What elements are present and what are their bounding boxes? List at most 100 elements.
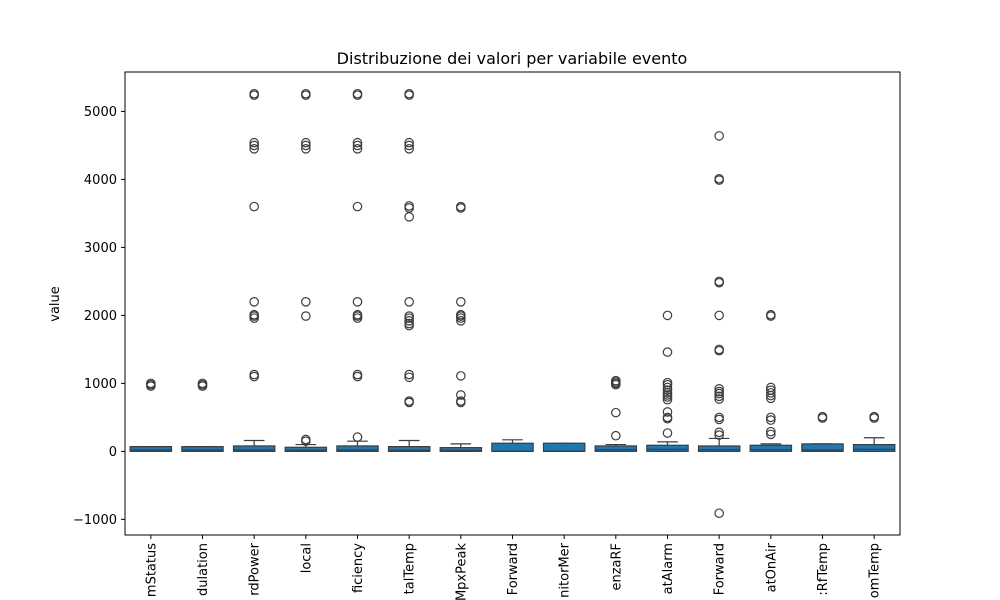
outlier-point <box>301 144 311 154</box>
box-iqr <box>749 444 793 452</box>
outlier-point <box>817 411 828 422</box>
outlier-point <box>662 347 673 357</box>
outlier-point <box>766 415 776 425</box>
y-tick-label: −1000 <box>73 513 117 528</box>
outlier-point <box>301 140 311 151</box>
outlier-point <box>249 201 259 212</box>
x-tick-label: rdPower <box>248 542 263 595</box>
y-tick-label: 2000 <box>84 309 117 324</box>
outlier-point <box>404 316 414 326</box>
x-tick-label: talTemp <box>403 543 418 594</box>
outlier-point <box>456 371 466 381</box>
outlier-point <box>662 377 673 388</box>
outlier-point <box>404 297 414 307</box>
box-group <box>697 131 741 519</box>
outlier-point <box>766 412 776 423</box>
outlier-point <box>766 382 776 393</box>
outlier-point <box>766 426 776 437</box>
outlier-point <box>404 144 414 154</box>
outlier-point <box>869 411 879 422</box>
box-iqr <box>594 445 638 452</box>
outlier-point <box>404 396 414 406</box>
x-tick-label: MpxPeak <box>454 543 469 600</box>
x-tick-label: Forward <box>506 543 521 595</box>
outlier-point <box>249 88 259 99</box>
plot-frame <box>124 71 901 536</box>
plot-area: −1000 0 1000 2000 3000 4000 5000 mStatus dulatio… <box>73 71 901 600</box>
outlier-point <box>301 88 311 99</box>
outlier-point <box>766 385 776 395</box>
outlier-point <box>404 203 414 213</box>
outlier-point <box>456 390 466 400</box>
outlier-point <box>404 318 414 329</box>
box-group <box>181 378 224 452</box>
outlier-point <box>714 276 724 287</box>
outlier-point <box>662 310 673 321</box>
y-tick-label: 1000 <box>84 377 117 392</box>
outlier-point <box>352 309 363 320</box>
outlier-point <box>404 311 414 321</box>
outlier-point <box>249 309 259 320</box>
box-iqr <box>387 446 431 452</box>
box-group <box>129 378 173 452</box>
box-group <box>646 310 689 452</box>
outlier-point <box>714 430 724 440</box>
x-tick-label: enzaRF <box>609 543 624 591</box>
outlier-point <box>766 309 776 320</box>
box-group <box>439 201 483 452</box>
box-iqr <box>181 446 224 452</box>
outlier-point <box>352 201 363 212</box>
outlier-point <box>456 316 466 326</box>
x-tick-label: mStatus <box>144 543 159 597</box>
outlier-point <box>714 384 724 394</box>
box-iqr <box>129 446 173 452</box>
outlier-point <box>352 137 363 148</box>
x-tick-label: omTemp <box>868 543 883 598</box>
outlier-point <box>662 385 673 395</box>
y-tick-label: 5000 <box>84 105 117 120</box>
x-tick-label: atOnAir <box>764 542 779 592</box>
outlier-point <box>146 378 156 389</box>
y-tick-label: 4000 <box>84 173 117 188</box>
box-iqr <box>491 442 534 452</box>
box-group <box>232 88 276 452</box>
outlier-point <box>404 369 414 380</box>
box-iqr <box>852 443 896 452</box>
x-tick-label: ficiency <box>351 543 366 593</box>
outlier-point <box>662 412 673 423</box>
outlier-point <box>611 430 621 441</box>
outlier-point <box>714 310 724 321</box>
y-tick-label: 3000 <box>84 241 117 256</box>
outlier-point <box>404 88 414 99</box>
outlier-point <box>249 140 259 151</box>
outlier-point <box>301 434 311 445</box>
box-group <box>801 411 844 452</box>
box-iqr <box>697 445 741 452</box>
x-tick-label: atAlarm <box>661 543 676 594</box>
box-iqr <box>542 442 586 452</box>
box-group <box>387 88 431 452</box>
y-tick-label: 0 <box>109 445 117 460</box>
outlier-point <box>249 371 259 382</box>
box-group <box>284 88 328 452</box>
outlier-point <box>662 382 673 393</box>
outlier-point <box>352 371 363 382</box>
box-group <box>491 439 534 452</box>
outlier-point <box>662 407 673 417</box>
outlier-point <box>714 391 724 402</box>
outlier-point <box>352 140 363 151</box>
box-group <box>852 411 896 452</box>
outlier-point <box>404 201 414 211</box>
outlier-point <box>404 137 414 148</box>
outlier-point <box>766 429 776 440</box>
x-tick-label: :RfTemp <box>816 543 831 596</box>
outlier-point <box>611 407 621 418</box>
y-axis-label: value <box>48 286 63 322</box>
outlier-point <box>662 428 673 438</box>
outlier-point <box>404 140 414 151</box>
outlier-point <box>301 297 311 307</box>
outlier-point <box>456 396 466 406</box>
outlier-point <box>404 212 414 222</box>
box-iqr <box>232 445 276 452</box>
